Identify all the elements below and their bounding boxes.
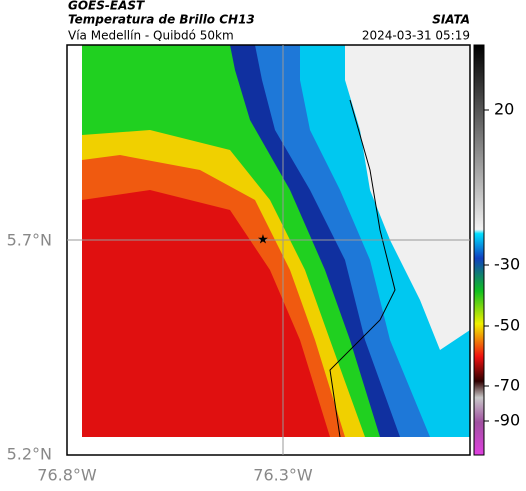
colorbar-label: -50 [494, 316, 520, 335]
temperature-field [82, 45, 470, 437]
source: SIATA [432, 13, 470, 27]
colorbar-labels: 20 -30 -50 -70 -90 [484, 100, 520, 430]
colorbar-label: 20 [494, 100, 514, 119]
subtitle: Vía Medellín - Quibdó 50km [68, 29, 234, 43]
datetime: 2024-03-31 05:19 [362, 29, 470, 43]
y-label: 5.7°N [7, 231, 52, 250]
x-label: 76.8°W [37, 466, 97, 485]
colorbar-label: -90 [494, 411, 520, 430]
x-label: 76.3°W [253, 466, 313, 485]
colorbar [473, 44, 485, 456]
location-star: ★ [257, 233, 269, 248]
title: Temperatura de Brillo CH13 [68, 13, 255, 27]
y-label: 5.2°N [7, 445, 52, 464]
colorbar-label: -30 [494, 255, 520, 274]
satellite-name: GOES-EAST [68, 0, 145, 13]
colorbar-label: -70 [494, 376, 520, 395]
